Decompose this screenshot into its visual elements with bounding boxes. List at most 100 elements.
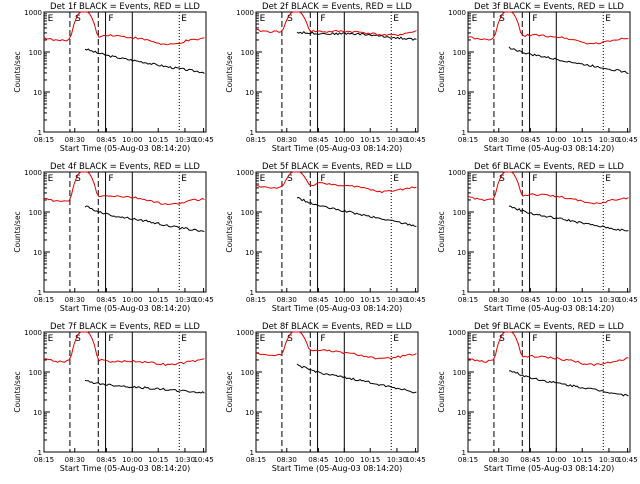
panel-1f-ytick-label: 1 <box>38 129 42 137</box>
panel-1f-xtick-label: 10:45 <box>193 136 213 144</box>
panel-2f-ytick-label: 1 <box>250 129 254 137</box>
panel-7f-series-lld <box>43 331 205 367</box>
panel-6f-ytick-label: 10 <box>457 249 466 257</box>
panel-4f-region-label: E <box>181 174 187 184</box>
panel-7f-xtick-label: 08:45 <box>96 456 116 464</box>
panel-7f-title: Det 7f BLACK = Events, RED = LLD <box>50 322 200 332</box>
panel-6f-ytick-label: 100 <box>453 209 466 217</box>
panel-4f-axes <box>43 171 207 293</box>
panel-8f-xtick-label: 10:30 <box>387 456 407 464</box>
panel-4f-region-label: S <box>75 174 81 184</box>
panel-4f-xtick-label: 08:15 <box>34 296 54 304</box>
panel-6f-axes <box>467 171 631 293</box>
panel-4f-xlabel: Start Time (05-Aug-03 08:14:20) <box>60 304 191 313</box>
panel-3f-xtick-label: 10:45 <box>617 136 637 144</box>
panel-8f-region-label: E <box>393 334 399 344</box>
panel-8f-xlabel: Start Time (05-Aug-03 08:14:20) <box>272 464 403 473</box>
panel-7f-xlabel: Start Time (05-Aug-03 08:14:20) <box>60 464 191 473</box>
panel-4f-xtick-label: 10:45 <box>193 296 213 304</box>
panel-8f-region-label: S <box>287 334 293 344</box>
panel-7f-xtick-label: 10:00 <box>122 456 142 464</box>
panel-4f-ytick-label: 1000 <box>24 169 42 177</box>
panel-3f-series-lld <box>467 11 629 45</box>
panel-1f-region-label: E <box>48 14 54 24</box>
panel-8f-ytick-label: 1 <box>250 449 254 457</box>
panel-7f-ytick-label: 1 <box>38 449 42 457</box>
panel-5f-ytick-label: 100 <box>241 209 254 217</box>
panel-1f-region-label: E <box>181 14 187 24</box>
panel-1f-xtick-label: 10:00 <box>122 136 142 144</box>
panel-2f-xlabel: Start Time (05-Aug-03 08:14:20) <box>272 144 403 153</box>
panel-5f-region-label: S <box>287 174 293 184</box>
panel-2f-xtick-label: 10:00 <box>334 136 354 144</box>
panel-3f-region-label: F <box>532 14 537 24</box>
panel-2f-region-label: F <box>320 14 325 24</box>
panel-7f-xtick-label: 08:30 <box>65 456 85 464</box>
panel-2f-xtick-label: 08:30 <box>277 136 297 144</box>
panel-3f-ytick-label: 10 <box>457 89 466 97</box>
panel-8f-ytick-label: 10 <box>245 409 254 417</box>
panel-4f-title: Det 4f BLACK = Events, RED = LLD <box>50 162 200 172</box>
panel-6f-region-label: E <box>472 174 478 184</box>
panel-6f-ylabel: Counts/sec <box>437 211 446 252</box>
panel-6f-series-events <box>509 205 629 232</box>
panel-7f-xtick-label: 10:30 <box>175 456 195 464</box>
panel-4f-xtick-label: 08:45 <box>96 296 116 304</box>
panel-5f-axes <box>255 171 419 293</box>
panel-5f-ytick-label: 10 <box>245 249 254 257</box>
panel-8f-region-label: F <box>320 334 325 344</box>
panel-6f-xtick-label: 10:15 <box>572 296 592 304</box>
panel-7f-ylabel: Counts/sec <box>13 371 22 412</box>
panel-2f-xtick-label: 10:15 <box>360 136 380 144</box>
panel-4f-region-label: E <box>48 174 54 184</box>
panel-6f-xtick-label: 08:45 <box>520 296 540 304</box>
panel-9f-axes <box>467 331 631 453</box>
panel-7f-xtick-label: 08:15 <box>34 456 54 464</box>
panel-1f-axes <box>43 11 207 133</box>
panel-7f-axes <box>43 331 207 453</box>
panel-5f-ytick-label: 1 <box>250 289 254 297</box>
panel-6f-title: Det 6f BLACK = Events, RED = LLD <box>474 162 624 172</box>
panel-8f-xtick-label: 08:30 <box>277 456 297 464</box>
panel-9f-xtick-label: 08:30 <box>489 456 509 464</box>
panel-9f-xlabel: Start Time (05-Aug-03 08:14:20) <box>484 464 615 473</box>
panel-9f-region-label: E <box>472 334 478 344</box>
panel-8f-xtick-label: 08:15 <box>246 456 266 464</box>
panel-7f-ytick-label: 1000 <box>24 329 42 337</box>
panel-9f-ytick-label: 100 <box>453 369 466 377</box>
panel-5f-series-events <box>296 196 417 227</box>
panel-3f-xtick-label: 10:30 <box>599 136 619 144</box>
panel-8f-series-lld <box>256 331 417 360</box>
panel-6f-xtick-label: 08:15 <box>458 296 478 304</box>
panel-5f-region-label: E <box>260 174 266 184</box>
panel-8f-ylabel: Counts/sec <box>225 371 234 412</box>
panel-9f-xtick-label: 10:00 <box>546 456 566 464</box>
panel-5f-xlabel: Start Time (05-Aug-03 08:14:20) <box>272 304 403 313</box>
panel-4f-xtick-label: 10:15 <box>148 296 168 304</box>
panel-7f-region-label: E <box>181 334 187 344</box>
panel-2f-series-events <box>296 30 417 41</box>
panel-8f-region-label: E <box>260 334 266 344</box>
panel-9f-xtick-label: 08:15 <box>458 456 478 464</box>
panel-2f-xtick-label: 08:45 <box>308 136 328 144</box>
panel-2f-xtick-label: 08:15 <box>246 136 266 144</box>
panel-6f-xtick-label: 10:30 <box>599 296 619 304</box>
panel-3f-xtick-label: 10:00 <box>546 136 566 144</box>
panel-3f-series-events <box>508 46 629 75</box>
panel-9f-ytick-label: 10 <box>457 409 466 417</box>
panel-7f-ytick-label: 10 <box>33 409 42 417</box>
panel-2f-series-lld <box>256 11 417 37</box>
panel-6f-ytick-label: 1000 <box>448 169 466 177</box>
panel-3f-title: Det 3f BLACK = Events, RED = LLD <box>474 2 624 12</box>
panel-6f-ytick-label: 1 <box>462 289 466 297</box>
panel-9f-ytick-label: 1000 <box>448 329 466 337</box>
panel-2f-ylabel: Counts/sec <box>225 51 234 92</box>
panel-6f-region-label: E <box>605 174 611 184</box>
panel-6f-series-lld <box>467 171 629 205</box>
panel-4f-series-lld <box>43 171 205 206</box>
panel-5f-region-label: E <box>393 174 399 184</box>
panel-3f-region-label: E <box>605 14 611 24</box>
panel-9f-region-label: F <box>532 334 537 344</box>
panel-1f-xtick-label: 10:30 <box>175 136 195 144</box>
